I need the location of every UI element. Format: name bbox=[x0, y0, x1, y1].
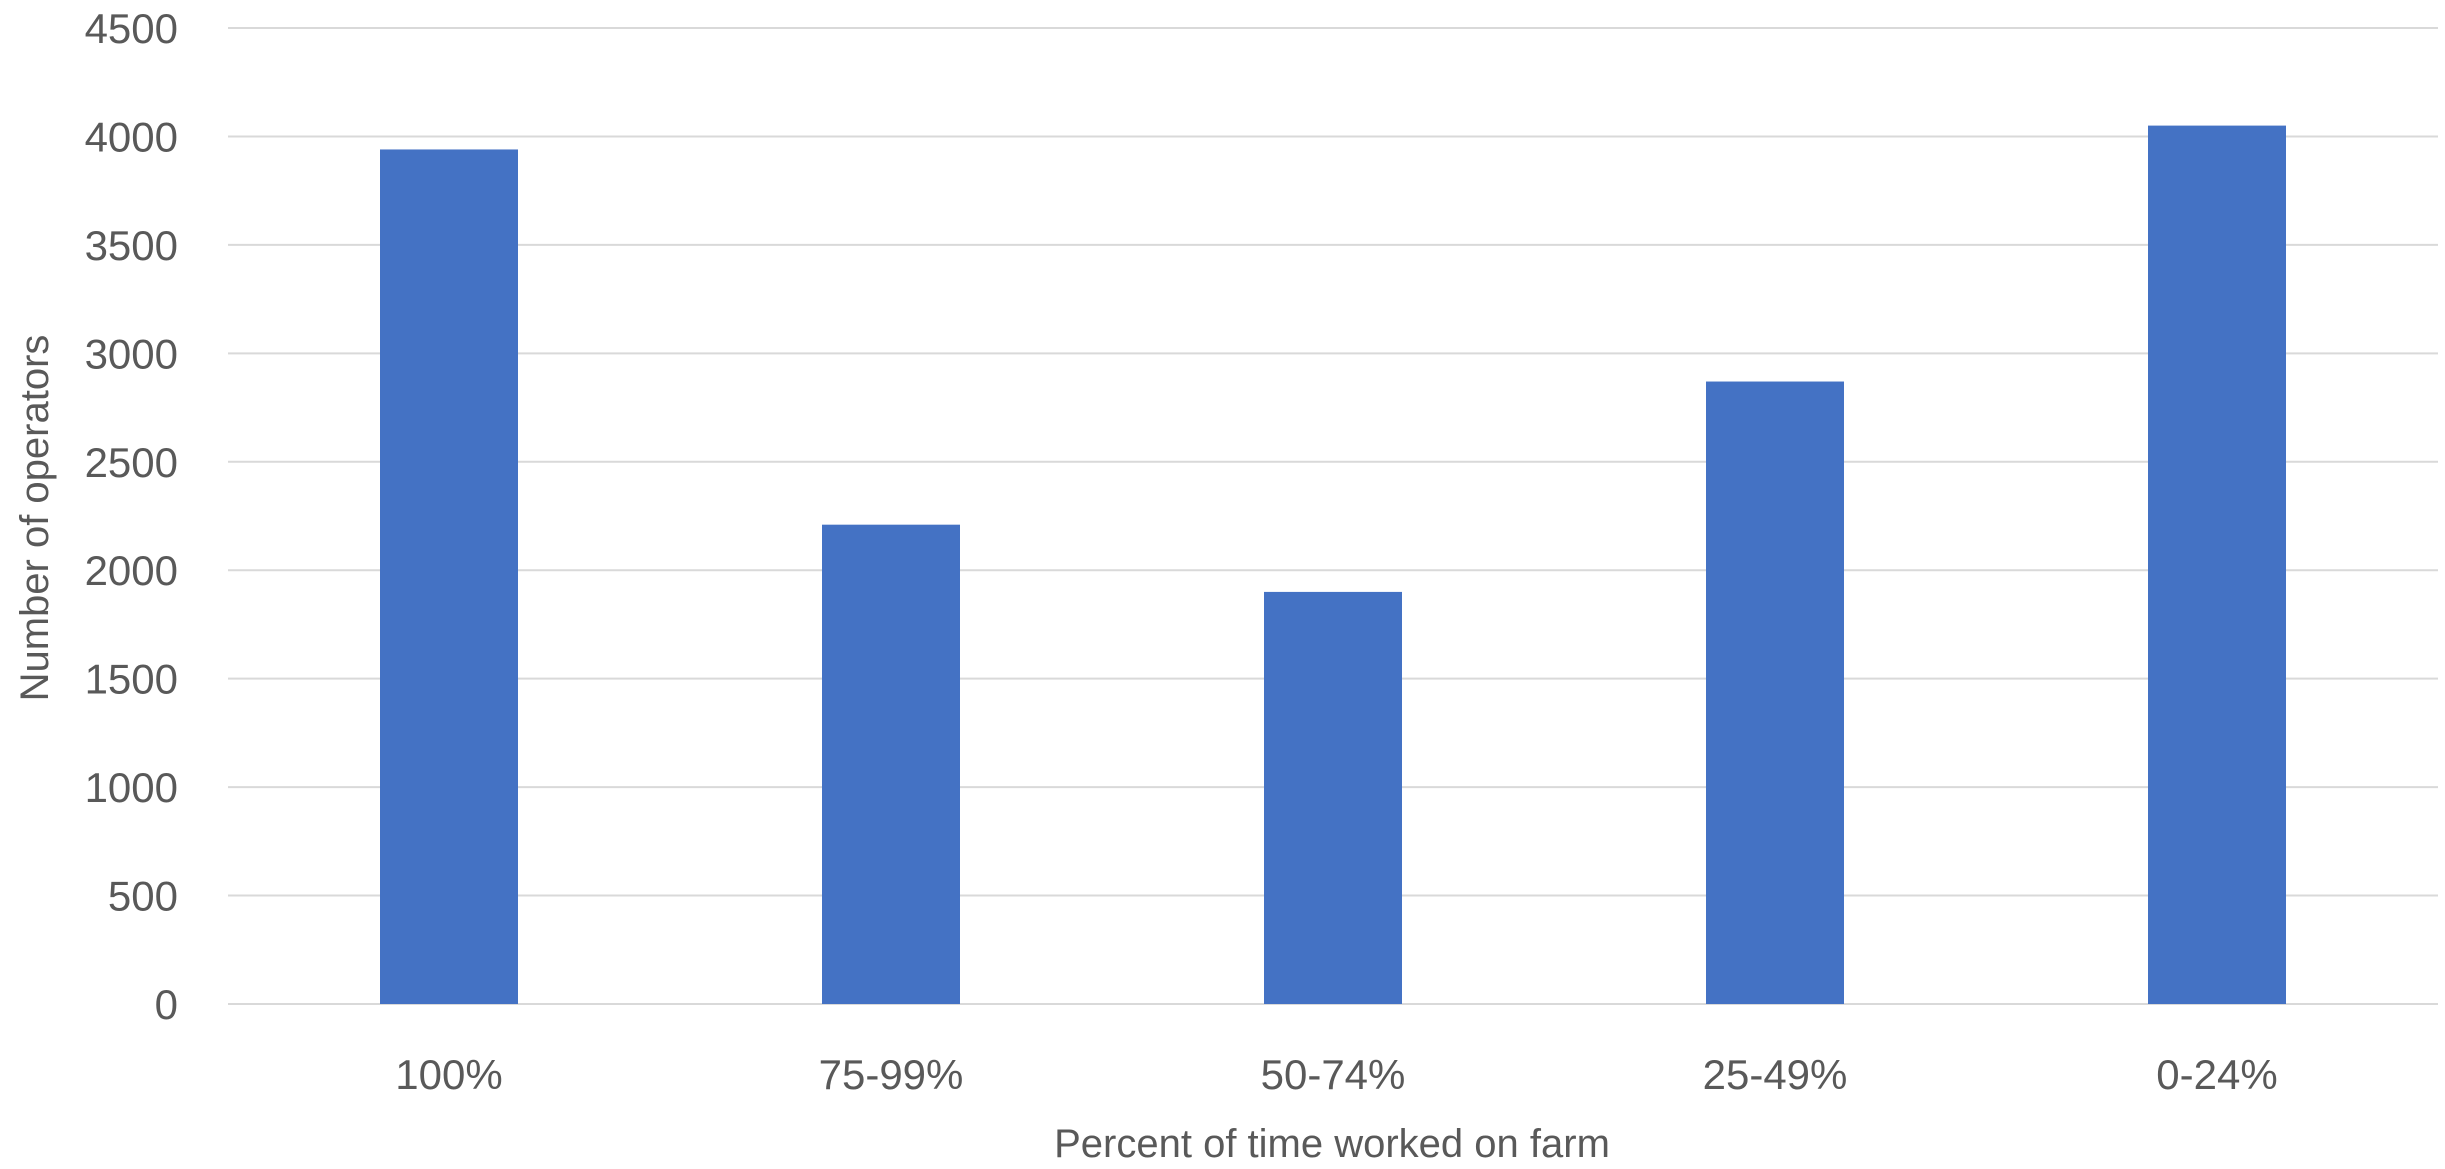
y-tick-label: 3500 bbox=[85, 222, 178, 269]
y-tick-label: 1500 bbox=[85, 656, 178, 703]
y-axis-title: Number of operators bbox=[13, 335, 57, 702]
x-axis-title: Percent of time worked on farm bbox=[1054, 1122, 1610, 1164]
y-tick-label: 500 bbox=[108, 873, 178, 920]
bar bbox=[380, 149, 518, 1005]
y-tick-label: 0 bbox=[155, 981, 178, 1028]
y-tick-label: 4500 bbox=[85, 5, 178, 52]
y-tick-label: 3000 bbox=[85, 330, 178, 377]
bar bbox=[1264, 591, 1402, 1004]
x-tick-label: 50-74% bbox=[1261, 1051, 1406, 1098]
x-tick-label: 0-24% bbox=[2156, 1051, 2277, 1098]
x-tick-label: 100% bbox=[395, 1051, 502, 1098]
bar bbox=[822, 524, 960, 1004]
x-tick-label: 75-99% bbox=[819, 1051, 964, 1098]
y-tick-label: 4000 bbox=[85, 113, 178, 160]
x-axis-tick-labels: 100% 75-99% 50-74% 25-49% 0-24% bbox=[395, 1051, 2277, 1098]
gridlines bbox=[228, 27, 2438, 1005]
bar bbox=[1706, 381, 1844, 1004]
y-tick-label: 2000 bbox=[85, 547, 178, 594]
bar bbox=[2148, 125, 2286, 1005]
y-axis-tick-labels: 0 500 1000 1500 2000 2500 3000 3500 4000 4500 bbox=[85, 5, 178, 1028]
bars bbox=[380, 125, 2286, 1005]
x-tick-label: 25-49% bbox=[1703, 1051, 1848, 1098]
y-tick-label: 1000 bbox=[85, 764, 178, 811]
y-tick-label: 2500 bbox=[85, 439, 178, 486]
